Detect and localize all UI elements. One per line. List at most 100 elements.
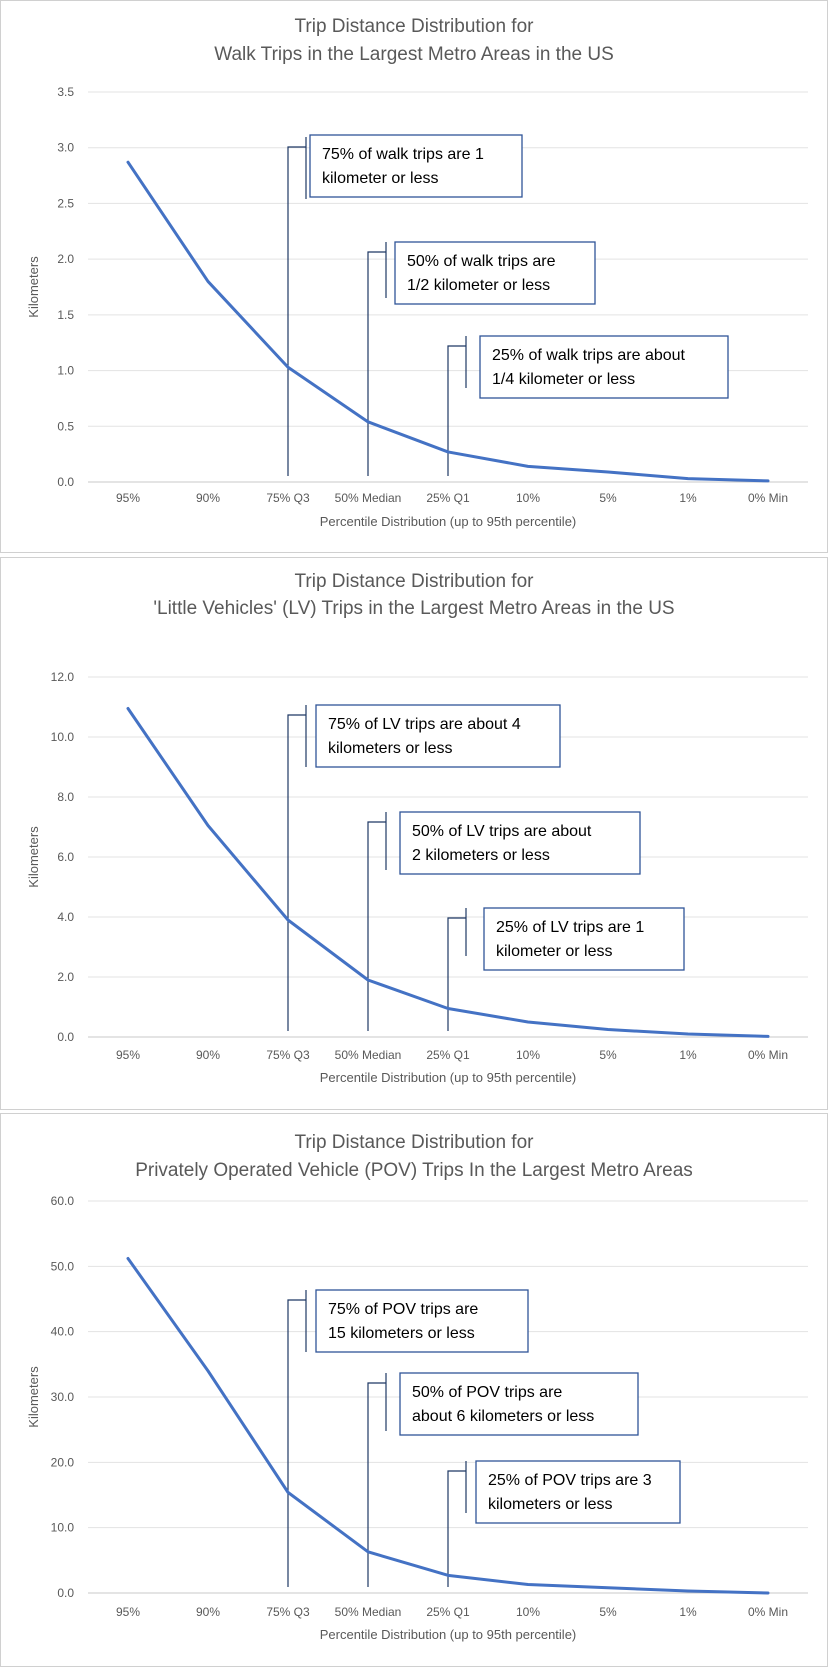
- y-tick-label: 60.0: [51, 1194, 75, 1208]
- callout: 25% of LV trips are 1 kilometer or less: [447, 907, 685, 1031]
- x-tick-label: 95%: [116, 1605, 140, 1619]
- callout-text: 25% of walk trips are about: [492, 347, 686, 364]
- x-tick-label: 0% Min: [748, 491, 788, 505]
- callout-text: 75% of POV trips are: [328, 1301, 478, 1318]
- x-tick-label: 5%: [599, 1048, 617, 1062]
- x-axis-title: Percentile Distribution (up to 95th perc…: [320, 1627, 577, 1642]
- x-tick-label: 5%: [599, 1605, 617, 1619]
- x-tick-label: 10%: [516, 1048, 540, 1062]
- y-tick-label: 2.5: [57, 196, 74, 210]
- callout-text: 25% of POV trips are 3: [488, 1472, 652, 1489]
- chart-panel-lv: Trip Distance Distribution for 'Little Ve…: [0, 557, 828, 1110]
- y-tick-label: 4.0: [57, 910, 74, 924]
- callout-leader: [367, 1382, 386, 1587]
- callout-text: 50% of walk trips are: [407, 253, 556, 270]
- callout-text: about 6 kilometers or less: [412, 1408, 594, 1425]
- y-tick-label: 40.0: [51, 1325, 75, 1339]
- y-tick-label: 12.0: [51, 670, 75, 684]
- callout-leader: [287, 1299, 306, 1587]
- callout-text: 1/2 kilometer or less: [407, 277, 550, 294]
- chart-title-line: Trip Distance Distribution for: [295, 1132, 535, 1153]
- y-axis-title: Kilometers: [26, 826, 41, 888]
- callout-text: 50% of LV trips are about: [412, 823, 592, 840]
- callout-text: kilometer or less: [496, 943, 612, 960]
- callout-text: kilometer or less: [322, 170, 438, 187]
- callout-box: [399, 811, 641, 875]
- callout-box: [399, 1372, 639, 1436]
- y-tick-label: 50.0: [51, 1259, 75, 1273]
- x-tick-label: 1%: [679, 1605, 697, 1619]
- y-tick-label: 0.5: [57, 419, 74, 433]
- callout: 50% of POV trips are about 6 kilometers o…: [367, 1372, 639, 1587]
- chart-title-line: Walk Trips in the Largest Metro Areas in…: [214, 44, 614, 65]
- callout-leader: [447, 917, 466, 1031]
- x-axis-title: Percentile Distribution (up to 95th perc…: [320, 1070, 577, 1085]
- x-tick-label: 5%: [599, 491, 617, 505]
- callout-text: 15 kilometers or less: [328, 1325, 475, 1342]
- x-tick-label: 90%: [196, 491, 220, 505]
- callout-box: [315, 704, 561, 768]
- x-tick-label: 75% Q3: [266, 1048, 310, 1062]
- callout-box: [315, 1289, 529, 1353]
- x-tick-label: 1%: [679, 491, 697, 505]
- x-tick-label: 50% Median: [335, 491, 402, 505]
- x-tick-label: 90%: [196, 1605, 220, 1619]
- walk-trips-chart: Trip Distance Distribution for Walk Trips…: [26, 16, 808, 529]
- x-axis-title: Percentile Distribution (up to 95th perc…: [320, 514, 577, 529]
- callout-text: 75% of walk trips are 1: [322, 146, 484, 163]
- callout: 50% of LV trips are about 2 kilometers or…: [367, 811, 641, 1031]
- y-tick-label: 6.0: [57, 850, 74, 864]
- y-tick-label: 1.5: [57, 308, 74, 322]
- chart-title-line: Trip Distance Distribution for: [295, 571, 535, 592]
- y-tick-label: 1.0: [57, 364, 74, 378]
- x-tick-label: 50% Median: [335, 1048, 402, 1062]
- callout-leader: [447, 1470, 466, 1587]
- chart-panel-pov: Trip Distance Distribution for Privately …: [0, 1113, 828, 1667]
- x-tick-label: 95%: [116, 1048, 140, 1062]
- y-tick-label: 0.0: [57, 475, 74, 489]
- callout-text: 75% of LV trips are about 4: [328, 716, 521, 733]
- callout-leader: [367, 821, 386, 1031]
- chart-title-line: Trip Distance Distribution for: [295, 16, 535, 37]
- y-tick-label: 3.0: [57, 141, 74, 155]
- x-tick-label: 10%: [516, 1605, 540, 1619]
- x-tick-label: 0% Min: [748, 1048, 788, 1062]
- y-tick-label: 8.0: [57, 790, 74, 804]
- callout-leader: [447, 345, 466, 476]
- callout-text: kilometers or less: [488, 1496, 612, 1513]
- y-axis-title: Kilometers: [26, 256, 41, 318]
- callout-leader: [367, 251, 386, 476]
- chart-panel-walk: Trip Distance Distribution for Walk Trips…: [0, 0, 828, 553]
- callout: 25% of POV trips are 3 kilometers or less: [447, 1460, 681, 1587]
- callout-text: 1/4 kilometer or less: [492, 371, 635, 388]
- y-tick-label: 30.0: [51, 1390, 75, 1404]
- callout: 25% of walk trips are about 1/4 kilometer…: [447, 335, 729, 476]
- callout-box: [483, 907, 685, 971]
- callout-box: [394, 241, 596, 305]
- y-tick-label: 10.0: [51, 730, 75, 744]
- callout-leader: [287, 714, 306, 1031]
- callout-text: kilometers or less: [328, 740, 452, 757]
- y-axis-title: Kilometers: [26, 1366, 41, 1428]
- callout: 75% of walk trips are 1 kilometer or less: [287, 134, 523, 476]
- callout-box: [479, 335, 729, 399]
- x-tick-label: 0% Min: [748, 1605, 788, 1619]
- y-tick-label: 0.0: [57, 1586, 74, 1600]
- x-tick-label: 1%: [679, 1048, 697, 1062]
- x-tick-label: 25% Q1: [426, 491, 470, 505]
- callout-text: 25% of LV trips are 1: [496, 919, 644, 936]
- callout: 50% of walk trips are 1/2 kilometer or le…: [367, 241, 596, 476]
- callout-text: 2 kilometers or less: [412, 847, 550, 864]
- x-tick-label: 95%: [116, 491, 140, 505]
- chart-title-line: 'Little Vehicles' (LV) Trips in the Larg…: [153, 598, 674, 619]
- x-tick-label: 25% Q1: [426, 1605, 470, 1619]
- pov-trips-chart: Trip Distance Distribution for Privately …: [26, 1132, 808, 1642]
- y-tick-label: 0.0: [57, 1030, 74, 1044]
- callout: 75% of POV trips are 15 kilometers or les…: [287, 1289, 529, 1587]
- x-tick-label: 75% Q3: [266, 1605, 310, 1619]
- x-tick-label: 25% Q1: [426, 1048, 470, 1062]
- y-tick-label: 2.0: [57, 252, 74, 266]
- x-tick-label: 90%: [196, 1048, 220, 1062]
- y-tick-label: 10.0: [51, 1521, 75, 1535]
- x-tick-label: 50% Median: [335, 1605, 402, 1619]
